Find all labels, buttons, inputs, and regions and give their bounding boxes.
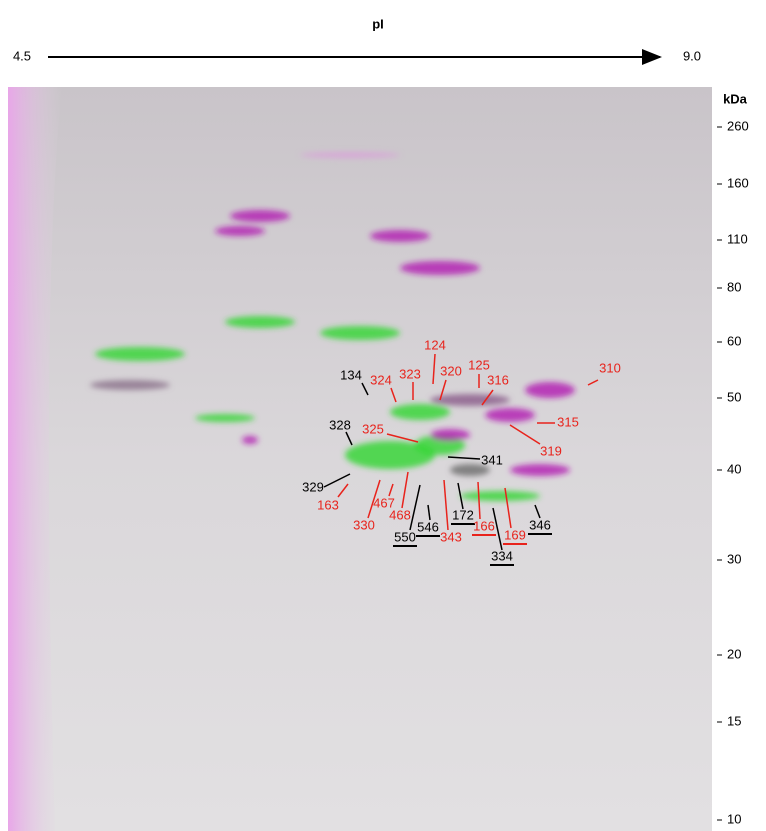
spot-label: 343: [440, 529, 462, 544]
spot-label: 324: [370, 372, 392, 387]
mass-unit: kDa: [723, 91, 748, 106]
spot-label: 169: [504, 527, 526, 542]
spot-blob: [320, 326, 400, 340]
spot-blob: [225, 316, 295, 328]
spot-blob: [242, 436, 258, 444]
tick-label: 110: [727, 231, 748, 246]
spot-blob: [215, 226, 265, 236]
spot-label: 550: [394, 529, 416, 544]
gel-figure: pI 4.5 9.0 kDa 260 160 110 80 60 50 40 30 20 15 10…: [0, 0, 766, 831]
tick-label: 50: [727, 389, 741, 404]
spot-blob: [230, 210, 290, 222]
ph-end: 9.0: [683, 48, 701, 63]
spot-label: 328: [329, 417, 351, 432]
spot-label: 468: [389, 507, 411, 522]
spot-label: 125: [468, 357, 490, 372]
axis-title: pI: [372, 16, 384, 31]
spot-blob: [390, 404, 450, 420]
spot-blob: [485, 408, 535, 422]
tick-label: 40: [727, 461, 741, 476]
spot-blob: [300, 152, 400, 158]
spot-blob: [195, 414, 255, 422]
spot-label: 346: [529, 517, 551, 532]
spot-label: 310: [599, 360, 621, 375]
spot-blob: [400, 261, 480, 275]
tick-label: 10: [727, 811, 741, 826]
spot-blob: [370, 230, 430, 242]
spot-label: 325: [362, 421, 384, 436]
tick-label: 80: [727, 279, 741, 294]
spot-label: 546: [417, 519, 439, 534]
spot-label: 329: [302, 479, 324, 494]
spot-label: 124: [424, 337, 446, 352]
tick-label: 260: [727, 118, 749, 133]
spot-label: 319: [540, 443, 562, 458]
spot-label: 320: [440, 363, 462, 378]
tick-label: 20: [727, 646, 741, 661]
spot-blob: [510, 464, 570, 476]
tick-label: 15: [727, 713, 741, 728]
spot-label: 134: [340, 367, 362, 382]
tick-label: 60: [727, 333, 741, 348]
ph-start: 4.5: [13, 48, 31, 63]
spot-label: 166: [473, 518, 495, 533]
spot-label: 341: [481, 452, 503, 467]
spot-blob: [430, 429, 470, 441]
spot-label: 163: [317, 497, 339, 512]
spot-label: 315: [557, 414, 579, 429]
spot-label: 172: [452, 507, 474, 522]
spot-label: 330: [353, 517, 375, 532]
spot-blob: [90, 380, 170, 390]
spot-blob: [525, 382, 575, 398]
spot-label: 323: [399, 366, 421, 381]
spot-blob: [460, 491, 540, 501]
tick-label: 160: [727, 175, 749, 190]
mass-ticks: 260 160 110 80 60 50 40 30 20 15 10: [717, 118, 749, 826]
spot-label: 316: [487, 372, 509, 387]
tick-label: 30: [727, 551, 741, 566]
spot-label: 334: [491, 548, 513, 563]
spot-blob: [95, 347, 185, 361]
